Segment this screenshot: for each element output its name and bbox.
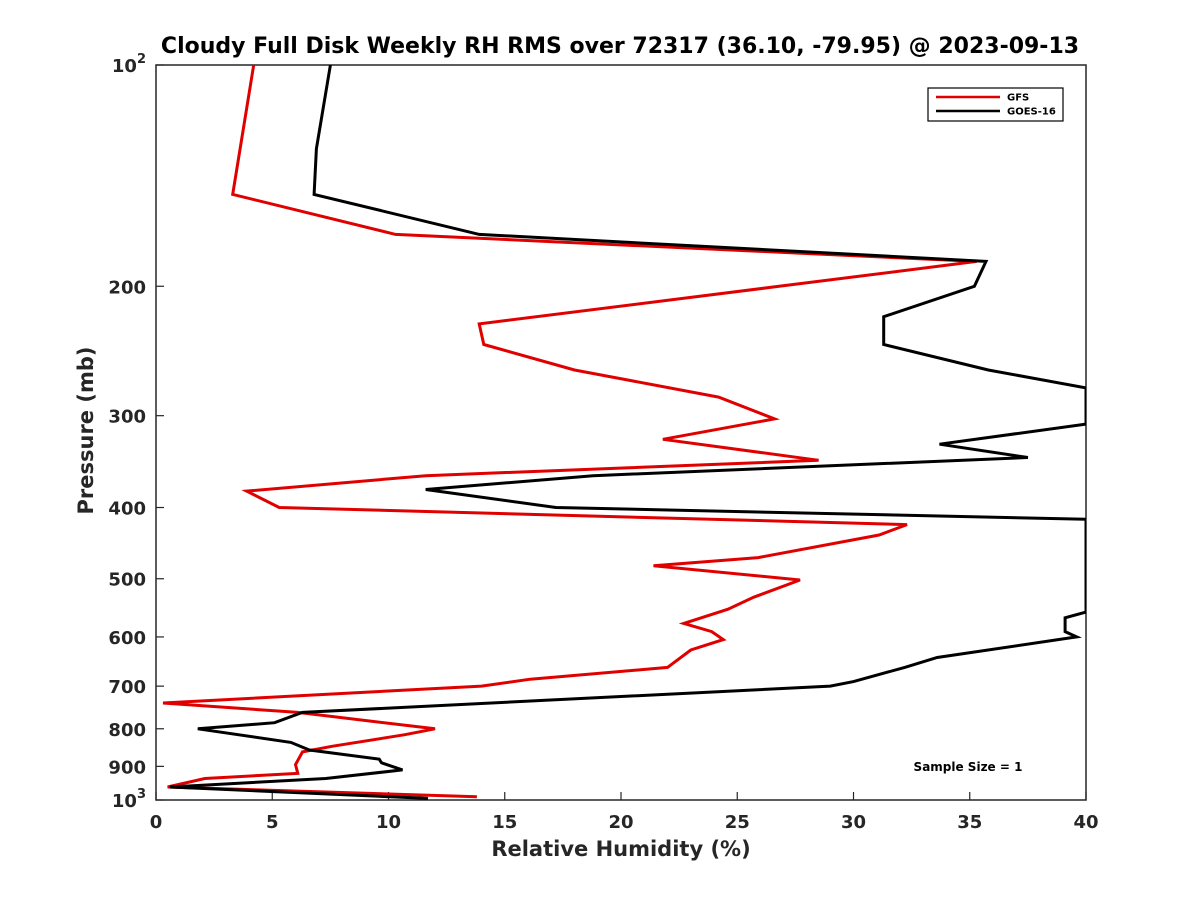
y-tick-label: 700 bbox=[108, 677, 146, 698]
y-tick-label: 900 bbox=[108, 757, 146, 778]
x-tick-label: 20 bbox=[608, 812, 633, 833]
x-tick-label: 30 bbox=[841, 812, 866, 833]
y-axis-ticks: 102 200 300 400 500 600 700 800 900 103 bbox=[108, 52, 164, 812]
x-tick-label: 25 bbox=[725, 812, 750, 833]
legend-items: GFS GOES-16 bbox=[936, 93, 1056, 118]
series-line-goes-16 bbox=[169, 65, 1086, 800]
sample-size-annotation: Sample Size = 1 bbox=[914, 760, 1023, 774]
y-tick-label: 200 bbox=[108, 277, 146, 298]
y-tick-label: 102 bbox=[112, 52, 146, 77]
x-tick-label: 35 bbox=[957, 812, 982, 833]
x-tick-label: 15 bbox=[492, 812, 517, 833]
y-tick-label: 500 bbox=[108, 570, 146, 591]
series-line-gfs bbox=[162, 65, 977, 799]
x-axis-label: Relative Humidity (%) bbox=[491, 837, 750, 861]
legend-label: GOES-16 bbox=[1007, 107, 1056, 118]
y-tick-label: 600 bbox=[108, 628, 146, 649]
x-tick-label: 5 bbox=[266, 812, 279, 833]
legend-box bbox=[927, 87, 1064, 122]
legend-label: GFS bbox=[1007, 93, 1029, 104]
series-layer bbox=[162, 65, 1086, 800]
legend: GFS GOES-16 bbox=[927, 87, 1064, 122]
x-tick-label: 0 bbox=[150, 812, 163, 833]
y-tick-label: 800 bbox=[108, 720, 146, 741]
x-axis-ticks: 0 5 10 15 20 25 30 35 40 bbox=[150, 792, 1099, 833]
y-axis-label: Pressure (mb) bbox=[74, 347, 98, 515]
x-tick-label: 10 bbox=[376, 812, 401, 833]
y-tick-label: 300 bbox=[108, 407, 146, 428]
plot-area: 0 5 10 15 20 25 30 35 40 102 200 300 400 500 600 700 80… bbox=[108, 52, 1098, 833]
y-tick-label: 103 bbox=[112, 787, 146, 812]
x-tick-label: 40 bbox=[1073, 812, 1098, 833]
y-tick-label: 400 bbox=[108, 499, 146, 520]
chart-title: Cloudy Full Disk Weekly RH RMS over 7231… bbox=[161, 34, 1079, 59]
